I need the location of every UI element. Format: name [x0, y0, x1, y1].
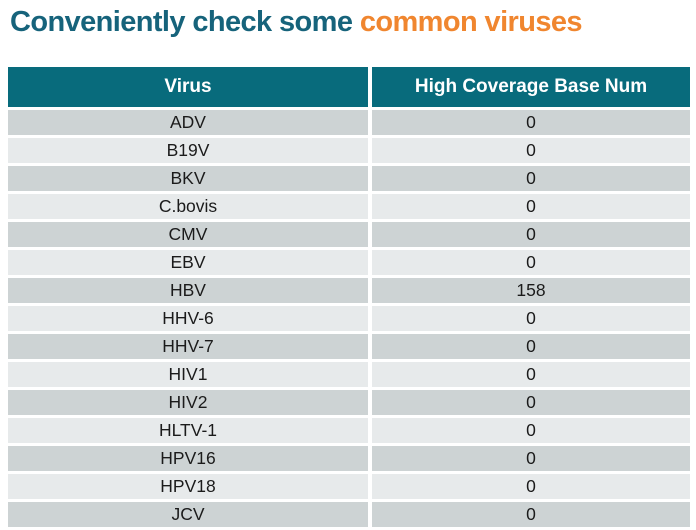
- table-row: HHV-6 0: [8, 306, 690, 331]
- virus-name-cell: B19V: [8, 138, 368, 163]
- coverage-value-cell: 0: [372, 250, 690, 275]
- coverage-value-cell: 0: [372, 110, 690, 135]
- virus-name-cell: HBV: [8, 278, 368, 303]
- virus-name-cell: EBV: [8, 250, 368, 275]
- page-title-prefix: Conveniently check some: [10, 6, 360, 38]
- virus-name-cell: HLTV-1: [8, 418, 368, 443]
- column-header-virus: Virus: [8, 67, 368, 107]
- page-title-highlight: common viruses: [359, 6, 583, 38]
- table-row: HLTV-1 0: [8, 418, 690, 443]
- table-row: JCV 0: [8, 502, 690, 527]
- coverage-value-cell: 0: [372, 138, 690, 163]
- virus-name-cell: HPV18: [8, 474, 368, 499]
- virus-name-cell: C.bovis: [8, 194, 368, 219]
- coverage-value-cell: 0: [372, 418, 690, 443]
- table-row: HPV16 0: [8, 446, 690, 471]
- table-row: HIV1 0: [8, 362, 690, 387]
- table-header-row: Virus High Coverage Base Num: [8, 67, 690, 107]
- coverage-value-cell: 0: [372, 334, 690, 359]
- column-header-high-coverage-base-num: High Coverage Base Num: [372, 67, 690, 107]
- coverage-value-cell: 0: [372, 222, 690, 247]
- virus-coverage-table: Virus High Coverage Base Num ADV 0 B19V …: [4, 64, 694, 530]
- table-row: B19V 0: [8, 138, 690, 163]
- virus-name-cell: HHV-7: [8, 334, 368, 359]
- virus-name-cell: CMV: [8, 222, 368, 247]
- coverage-value-cell: 0: [372, 194, 690, 219]
- coverage-value-cell: 0: [372, 474, 690, 499]
- table-row: C.bovis 0: [8, 194, 690, 219]
- table-row: HHV-7 0: [8, 334, 690, 359]
- table-body: ADV 0 B19V 0 BKV 0 C.bovis 0 CMV 0 EBV 0…: [8, 110, 690, 527]
- virus-name-cell: HHV-6: [8, 306, 368, 331]
- virus-name-cell: HIV2: [8, 390, 368, 415]
- table-row: ADV 0: [8, 110, 690, 135]
- table-row: HBV 158: [8, 278, 690, 303]
- coverage-value-cell: 0: [372, 362, 690, 387]
- coverage-value-cell: 158: [372, 278, 690, 303]
- page-title: Conveniently check some common viruses: [0, 0, 696, 42]
- virus-name-cell: HIV1: [8, 362, 368, 387]
- coverage-value-cell: 0: [372, 306, 690, 331]
- table-row: EBV 0: [8, 250, 690, 275]
- table-row: HPV18 0: [8, 474, 690, 499]
- table-row: HIV2 0: [8, 390, 690, 415]
- virus-name-cell: ADV: [8, 110, 368, 135]
- coverage-value-cell: 0: [372, 446, 690, 471]
- virus-name-cell: HPV16: [8, 446, 368, 471]
- coverage-value-cell: 0: [372, 502, 690, 527]
- virus-name-cell: BKV: [8, 166, 368, 191]
- virus-name-cell: JCV: [8, 502, 368, 527]
- coverage-value-cell: 0: [372, 390, 690, 415]
- table-row: BKV 0: [8, 166, 690, 191]
- table-row: CMV 0: [8, 222, 690, 247]
- coverage-value-cell: 0: [372, 166, 690, 191]
